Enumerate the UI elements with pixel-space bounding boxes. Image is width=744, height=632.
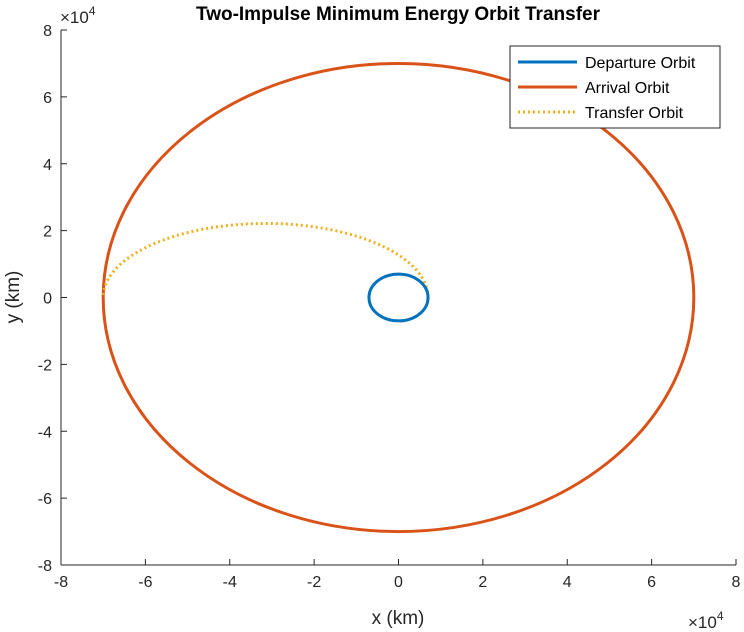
series-arrival-orbit: [101, 61, 696, 534]
series-departure-orbit: [367, 272, 430, 323]
axes-layer: -8 -6 -4 -2 0 2 4 6 8 -8 -6 -4 -2 0 2 4 6 8: [38, 23, 741, 591]
y-tick-label: -2: [38, 357, 52, 374]
y-axis-exponent: ×104: [60, 4, 96, 27]
x-tick-label: 0: [394, 574, 403, 591]
legend-label-transfer: Transfer Orbit: [585, 105, 684, 122]
y-tick-label: 4: [43, 157, 52, 174]
x-axis-exponent: ×104: [688, 609, 724, 632]
legend-label-departure: Departure Orbit: [585, 55, 696, 72]
x-tick-label: 6: [647, 574, 656, 591]
x-tick-label: -2: [307, 574, 321, 591]
y-axis-label: y (km): [3, 271, 24, 324]
y-tick-label: -4: [38, 424, 52, 441]
chart-title: Two-Impulse Minimum Energy Orbit Transfe…: [196, 4, 601, 25]
y-tick-label: 6: [43, 90, 52, 107]
series-layer: [101, 61, 696, 534]
x-tick-label: -4: [223, 574, 237, 591]
legend-label-arrival: Arrival Orbit: [585, 80, 670, 97]
x-tick-label: 4: [563, 574, 572, 591]
x-tick-label: -8: [54, 574, 68, 591]
y-tick-label: 0: [43, 291, 52, 308]
legend: Departure Orbit Arrival Orbit Transfer O…: [509, 45, 721, 129]
x-axis-label: x (km): [372, 608, 425, 629]
series-transfer-orbit: [101, 221, 430, 298]
x-tick-label: 2: [478, 574, 487, 591]
x-tick-label: -6: [138, 574, 152, 591]
y-tick-label: -6: [38, 491, 52, 508]
y-tick-label: 2: [43, 224, 52, 241]
y-tick-label: 8: [43, 23, 52, 40]
x-tick-label: 8: [732, 574, 741, 591]
y-tick-label: -8: [38, 558, 52, 575]
